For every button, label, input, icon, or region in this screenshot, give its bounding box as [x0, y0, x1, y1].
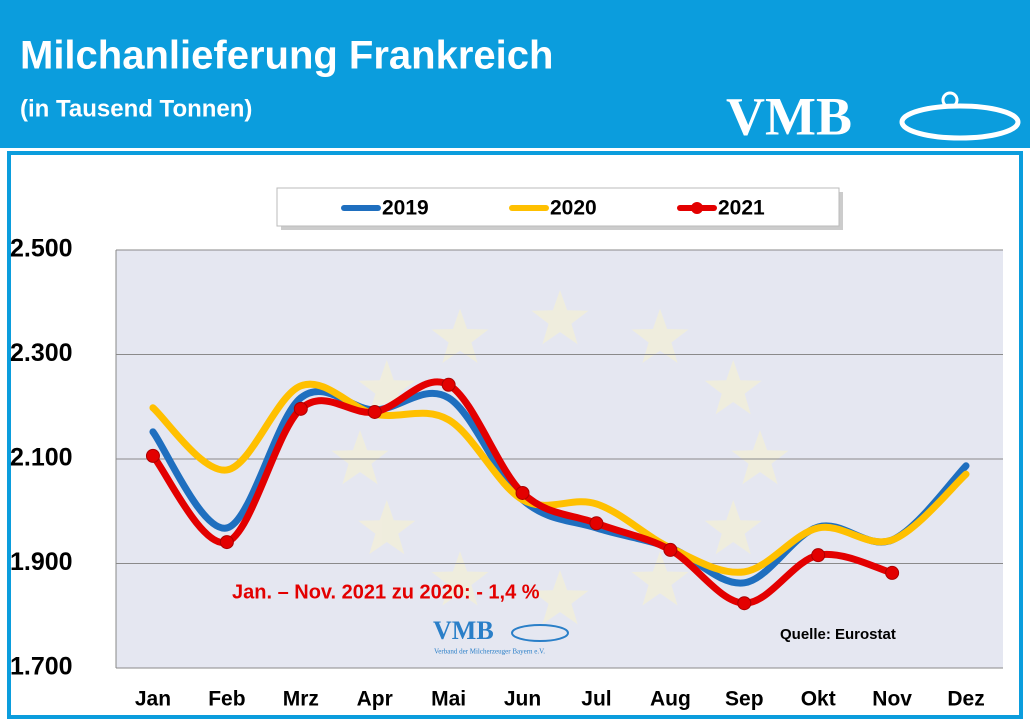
x-tick-label: Okt [801, 688, 836, 711]
x-tick-label: Mai [431, 688, 466, 711]
x-tick-label: Jan [135, 688, 171, 711]
x-tick-label: Aug [650, 688, 691, 711]
series-marker [737, 596, 752, 611]
legend-marker [691, 202, 703, 214]
x-tick-label: Apr [357, 688, 393, 711]
star [704, 360, 762, 415]
star [531, 290, 589, 345]
series-marker [663, 542, 678, 557]
header-band [0, 0, 1030, 148]
x-tick-label: Feb [208, 688, 245, 711]
star [631, 308, 689, 363]
series-marker [145, 448, 160, 463]
watermark-swoosh [511, 624, 569, 642]
series-marker [589, 516, 604, 531]
series-line [149, 378, 896, 607]
star [631, 551, 689, 606]
watermark-logo: VMB [433, 616, 494, 645]
star [531, 570, 589, 625]
series-line [149, 380, 970, 576]
series-marker [515, 485, 530, 500]
star [704, 500, 762, 555]
y-tick-label: 1.900 [10, 548, 73, 576]
series-marker [219, 535, 234, 550]
subtitle: (in Tausend Tonnen) [20, 95, 252, 122]
legend-label: 2021 [718, 197, 765, 220]
series-marker [811, 548, 826, 563]
title: Milchanlieferung Frankreich [20, 34, 553, 78]
star [431, 551, 489, 606]
series-marker [293, 401, 308, 416]
legend-label: 2019 [382, 197, 429, 220]
x-tick-label: Dez [947, 688, 984, 711]
y-tick-label: 2.100 [10, 444, 73, 472]
logo-icon [941, 91, 959, 109]
logo: VMB [726, 86, 852, 146]
x-tick-label: Mrz [283, 688, 319, 711]
logo-swoosh [899, 103, 1021, 141]
star-watermark [331, 290, 789, 625]
annotation: Jan. – Nov. 2021 zu 2020: - 1,4 % [232, 581, 540, 603]
series-marker [441, 377, 456, 392]
x-tick-label: Jun [504, 688, 541, 711]
star [358, 360, 416, 415]
y-tick-label: 1.700 [10, 653, 73, 681]
x-tick-label: Jul [581, 688, 611, 711]
star [331, 430, 389, 485]
x-tick-label: Nov [872, 688, 912, 711]
series-marker [367, 404, 382, 419]
x-tick-label: Sep [725, 688, 764, 711]
y-tick-label: 2.300 [10, 339, 73, 367]
star [731, 430, 789, 485]
legend-label: 2020 [550, 197, 597, 220]
watermark-caption: Verband der Milcherzeuger Bayern e.V. [434, 648, 545, 656]
series-marker [885, 565, 900, 580]
source: Quelle: Eurostat [780, 626, 896, 643]
star [358, 500, 416, 555]
y-tick-label: 2.500 [10, 235, 73, 263]
star [431, 308, 489, 363]
